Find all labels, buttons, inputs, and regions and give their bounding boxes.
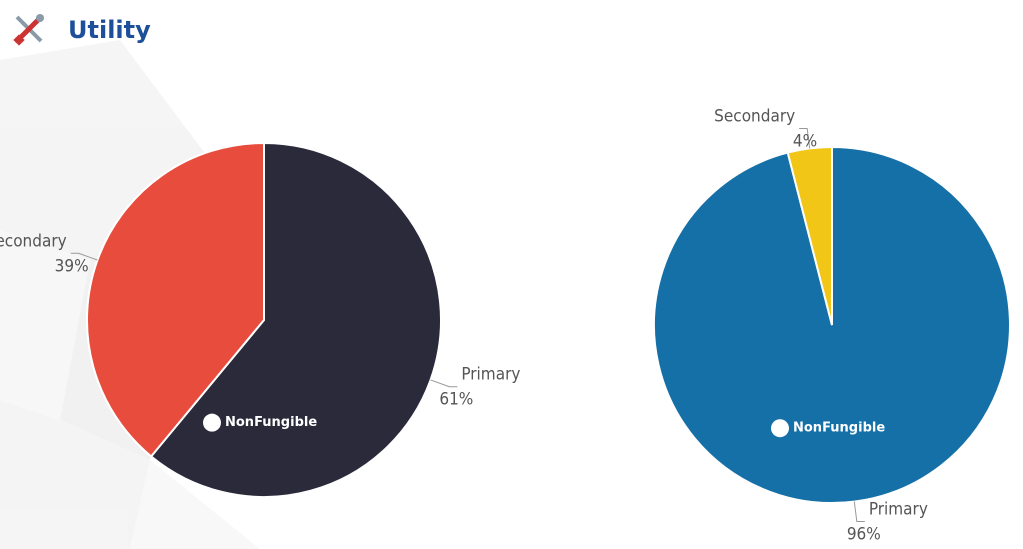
pie-slice <box>149 141 442 498</box>
pie-slice <box>786 145 833 326</box>
slice-value-label: 39% <box>55 256 89 276</box>
slice-label: Primary <box>869 499 928 519</box>
page-title: Utility <box>68 16 151 44</box>
pie-slice <box>653 145 1011 504</box>
charts: Primary 61% Secondary 39% NonFungible Primary… <box>0 107 1011 544</box>
utility-icon <box>13 14 44 46</box>
leader-line <box>853 501 865 522</box>
slice-value-label: 4% <box>793 132 817 152</box>
watermark-logo <box>771 419 789 438</box>
leader-line <box>70 252 98 261</box>
watermark: NonFungible <box>203 413 317 432</box>
watermark-text: NonFungible <box>793 421 885 436</box>
slice-label: Secondary <box>0 231 67 251</box>
slice-label: Secondary <box>714 107 795 127</box>
leader-line <box>430 379 458 388</box>
watermark: NonFungible <box>771 419 885 438</box>
leader-line <box>799 128 811 149</box>
watermark-text: NonFungible <box>225 415 317 430</box>
slice-value-label: 96% <box>847 524 881 544</box>
slice-label: Primary <box>461 365 520 385</box>
slice-value-label: 61% <box>439 390 473 410</box>
watermark-logo <box>203 413 221 432</box>
